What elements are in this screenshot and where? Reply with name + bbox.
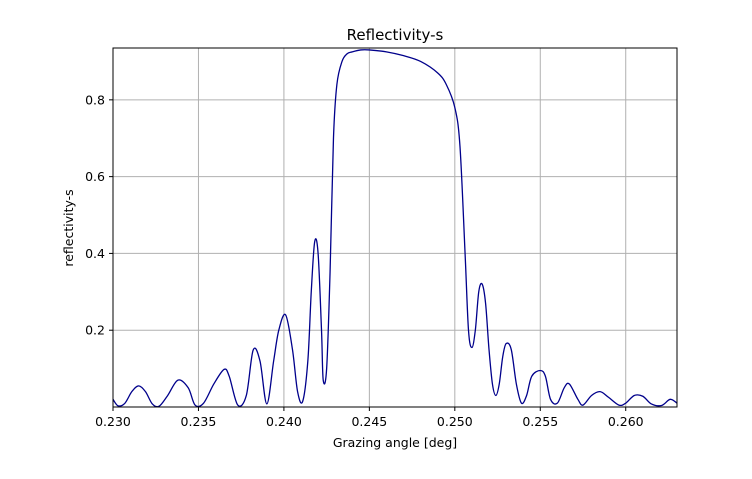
reflectivity-line	[113, 49, 677, 407]
x-tick-label: 0.240	[266, 414, 302, 429]
x-tick-label: 0.230	[95, 414, 131, 429]
x-tick-label: 0.235	[181, 414, 217, 429]
y-tick-label: 0.2	[85, 323, 105, 338]
grid	[112, 48, 677, 407]
chart-title: Reflectivity-s	[347, 26, 444, 44]
x-tick-label: 0.260	[608, 414, 644, 429]
x-tick-label: 0.250	[437, 414, 473, 429]
x-tick-label: 0.255	[522, 414, 558, 429]
x-tick-label: 0.245	[351, 414, 387, 429]
x-axis-title: Grazing angle [deg]	[333, 435, 457, 450]
y-tick-label: 0.8	[85, 92, 105, 107]
data-series	[113, 49, 677, 407]
plot-area-frame	[112, 47, 678, 408]
y-axis-ticks: 0.2 0.4 0.6 0.8	[85, 92, 113, 338]
y-axis-title: reflectivity-s	[61, 189, 76, 266]
x-axis-ticks: 0.230 0.235 0.240 0.245 0.250 0.255 0.260	[95, 407, 644, 429]
y-tick-label: 0.6	[85, 169, 105, 184]
y-tick-label: 0.4	[85, 246, 105, 261]
